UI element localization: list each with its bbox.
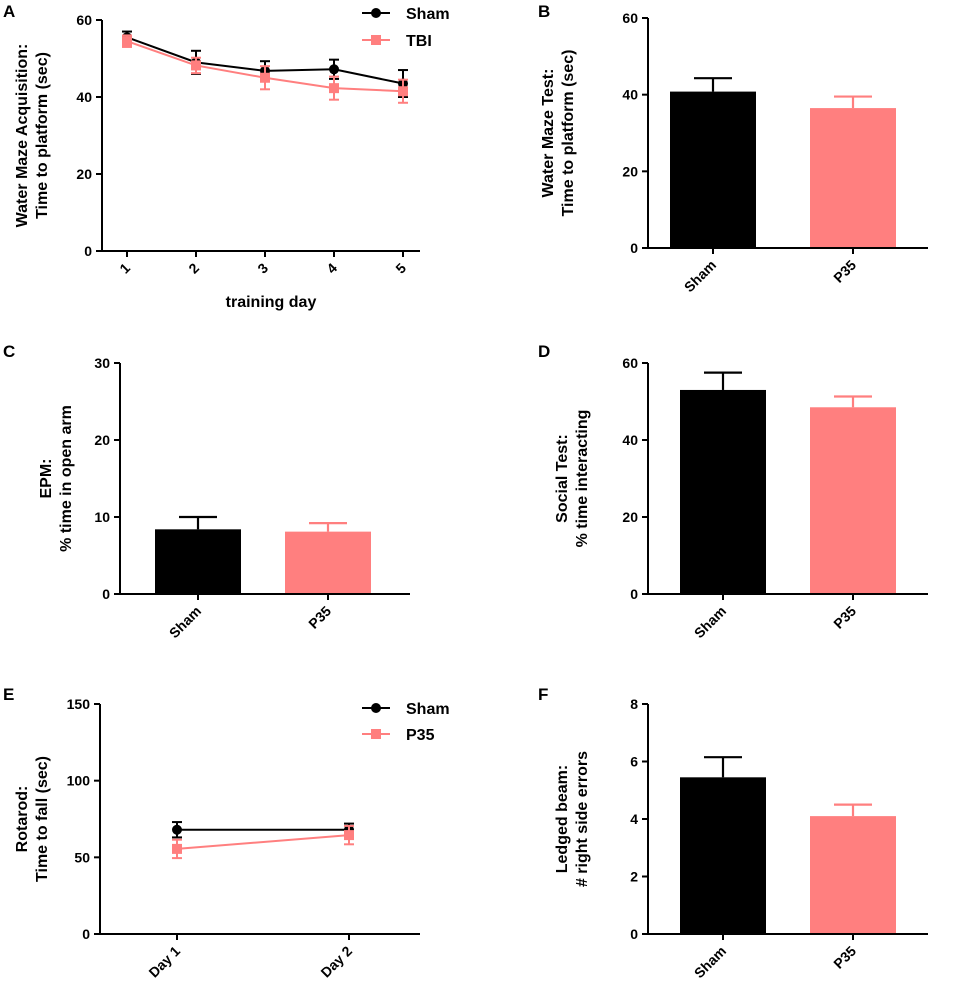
x-tick-label: Sham [166,603,204,641]
y-tick-label: 0 [102,586,110,602]
y-tick-label: 60 [622,10,638,26]
series-line [176,834,350,850]
y-tick-label: 40 [76,89,92,105]
bar [680,777,766,934]
x-tick-label: P35 [830,603,859,632]
y-axis-label: Social Test: [554,434,571,523]
legend-label: Sham [406,701,450,718]
y-tick-label: 150 [67,696,91,712]
bar [810,108,896,248]
y-tick-label: 20 [622,163,638,179]
bar [810,407,896,594]
y-tick-label: 20 [94,432,110,448]
y-tick-label: 0 [82,926,90,942]
x-tick-label: Sham [681,257,719,295]
data-point [329,83,339,94]
y-tick-label: 50 [74,849,90,865]
x-tick-label: Day 1 [145,943,183,981]
x-tick-label: 5 [392,260,409,277]
y-tick-label: 6 [630,754,638,770]
data-point [329,64,339,75]
x-tick-label: Sham [691,603,729,641]
y-tick-label: 2 [630,869,638,885]
y-tick-label: 60 [622,355,638,371]
y-axis-label: Time to platform (sec) [34,52,51,219]
panel-letter: B [538,2,550,21]
x-tick-label: P35 [830,257,859,286]
data-point [191,60,201,71]
x-axis-label: training day [226,294,317,311]
y-axis-label: Water Maze Test: [540,69,557,198]
x-tick-label: Sham [691,943,729,981]
y-tick-label: 60 [76,12,92,28]
x-tick-label: P35 [830,943,859,972]
data-point [172,824,182,835]
legend: Sham TBI [362,6,450,50]
legend: Sham P35 [362,701,450,744]
y-tick-label: 40 [622,87,638,103]
legend-marker [371,729,381,739]
panel-e: E Rotarod: Time to fall (sec) 0 50 100 150 Day … [3,685,450,981]
panel-letter: E [3,685,14,704]
panel-letter: F [538,685,548,704]
y-tick-label: 20 [622,509,638,525]
y-axis-label: Water Maze Acquisition: [14,44,31,228]
bar [670,91,756,248]
y-tick-label: 8 [630,696,638,712]
x-tick-label: 3 [254,260,271,277]
data-point [260,72,270,83]
data-point [398,86,408,97]
legend-label: Sham [406,6,450,23]
x-tick-label: 1 [116,260,133,277]
panel-b: B Water Maze Test: Time to platform (sec) 0… [538,2,928,295]
data-point [172,843,182,854]
x-tick-label: Day 2 [317,943,355,981]
bar [680,389,766,594]
x-tick-label: P35 [305,603,334,632]
panel-a: A Water Maze Acquisition: Time to platform… [3,2,450,311]
y-tick-label: 10 [94,509,110,525]
data-point [344,830,354,841]
y-tick-label: 100 [67,773,91,789]
y-axis-label: % time interacting [574,410,591,548]
y-tick-label: 0 [630,926,638,942]
panel-c: C EPM:% time in open arm 0 10 20 30 Sham P35 [3,342,410,641]
data-point [122,36,132,47]
bar [155,529,241,594]
y-tick-label: 0 [630,586,638,602]
bar [810,816,896,934]
panel-letter: D [538,342,550,361]
y-tick-label: 0 [84,243,92,259]
y-tick-label: 4 [630,811,638,827]
y-axis-label: Rotarod: [14,786,31,853]
bar [285,531,371,594]
y-axis-label: EPM: [38,459,55,499]
legend-marker [371,703,381,713]
y-axis-label: Time to platform (sec) [560,50,577,217]
panel-letter: A [3,2,15,21]
panel-d: D Social Test:% time interacting 0 20 40 60 Sh… [538,342,928,641]
y-axis-label: % time in open arm [58,405,75,552]
x-tick-label: 2 [185,260,202,277]
y-tick-label: 40 [622,432,638,448]
legend-marker [371,35,381,45]
y-axis-label: # right side errors [574,751,591,887]
y-tick-label: 0 [630,240,638,256]
legend-label: P35 [406,727,435,744]
y-tick-label: 20 [76,166,92,182]
panel-f: F Ledged beam: # right side errors 0 2 4 6 8 Sha… [538,685,928,981]
legend-marker [371,8,381,18]
legend-label: TBI [406,33,432,50]
panel-letter: C [3,342,15,361]
x-tick-label: 4 [323,260,340,277]
y-axis-label: Time to fall (sec) [34,756,51,882]
y-axis-label: Ledged beam: [554,765,571,873]
y-tick-label: 30 [94,355,110,371]
